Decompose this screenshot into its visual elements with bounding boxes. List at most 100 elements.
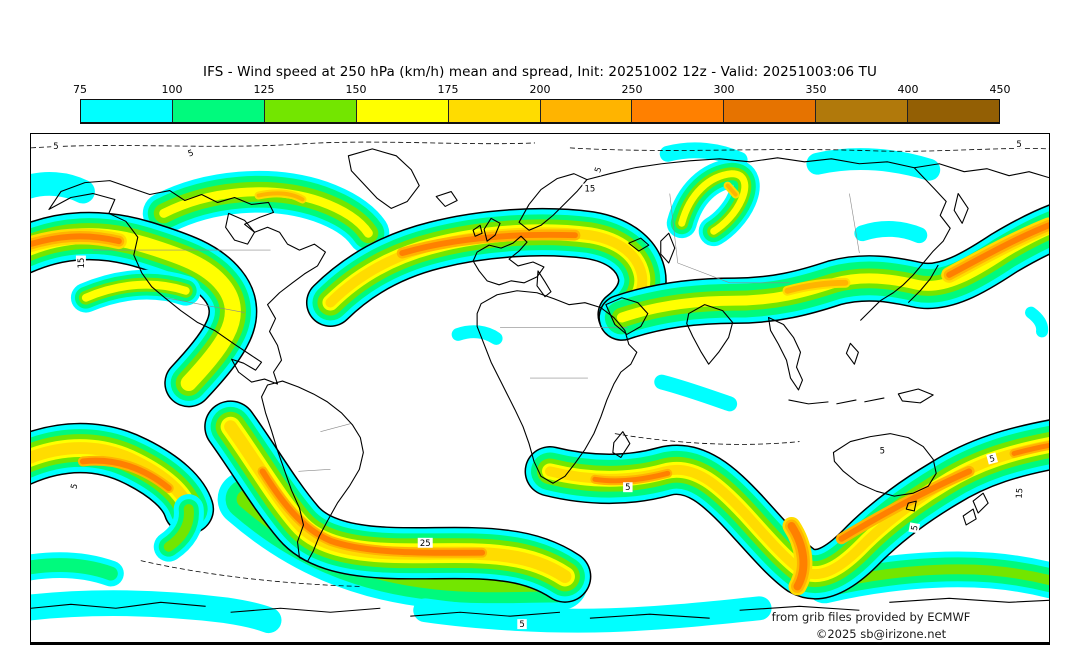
- country-border: [320, 423, 351, 432]
- coastline: [435, 191, 458, 207]
- wind-band-jet-sh-indian-core4: [1011, 442, 1049, 456]
- contour-label: 5: [591, 163, 605, 176]
- coastline: [832, 433, 937, 497]
- colorbar-segment: [81, 100, 173, 122]
- colorbar-tick-label: 300: [713, 83, 735, 96]
- country-border: [298, 469, 331, 472]
- wind-band-cyan-centralasia: [854, 221, 928, 244]
- contour-label-text: 5: [519, 619, 524, 629]
- wind-band-jet-atlantic-core: [399, 231, 578, 257]
- contour-label-box: [1014, 138, 1024, 149]
- coastline: [260, 380, 364, 563]
- contour-label-text: 15: [76, 258, 86, 269]
- colorbar-tick-label: 125: [253, 83, 275, 96]
- coastline: [605, 297, 649, 335]
- coastline: [962, 508, 977, 526]
- wind-band-sh-cyan-bottom-center: [413, 596, 772, 633]
- contour-label: 25: [417, 537, 433, 548]
- contour-label-box: [417, 537, 433, 548]
- coastline: [953, 192, 969, 224]
- contour-label-text: 5: [625, 482, 630, 492]
- wind-band-jet-asia-core1: [784, 279, 849, 294]
- wind-band-jet-sh-central-core: [259, 468, 486, 556]
- contour-label-text: 25: [420, 538, 431, 548]
- contour-label-box: [877, 445, 888, 456]
- coastline: [972, 492, 989, 514]
- wind-band-jet-sh-left-core: [79, 457, 172, 492]
- coastline: [907, 264, 939, 304]
- wind-band-jet-asia-core2: [946, 222, 1049, 278]
- colorbar-tick-label: 450: [989, 83, 1011, 96]
- country-border: [677, 262, 790, 284]
- coastline: [768, 317, 804, 391]
- colorbar-tick-label: 150: [345, 83, 367, 96]
- attribution-source: from grib files provided by ECMWF: [771, 610, 971, 624]
- contour-label: 15: [582, 184, 598, 194]
- contour-label-box: [51, 140, 61, 151]
- colorbar-tick-label: 250: [621, 83, 643, 96]
- contour-label: 5: [623, 482, 633, 493]
- wind-band-jet-scandinavia: [678, 170, 749, 235]
- coastline: [347, 148, 420, 209]
- coastline: [845, 342, 859, 365]
- wind-band-tropic-cyan-2: [654, 374, 738, 412]
- contour-label: 15: [1013, 485, 1025, 502]
- colorbar-segment: [724, 100, 817, 122]
- coastline: [476, 290, 638, 484]
- chart-title: IFS - Wind speed at 250 hPa (km/h) mean …: [203, 64, 877, 80]
- wind-band-tropic-cyan-3: [1025, 306, 1049, 338]
- contour-label: 5: [67, 480, 80, 493]
- contour-label: 5: [517, 619, 527, 630]
- contour-label-text: 15: [585, 184, 596, 194]
- wind-band-jet-sh-indian-core3: [838, 468, 973, 542]
- coastline: [225, 212, 256, 245]
- contour-label-text: 5: [1016, 139, 1021, 149]
- contour-label-box: [986, 452, 998, 465]
- wind-band-jet-sh-left: [31, 442, 195, 515]
- contour-label-box: [75, 255, 86, 271]
- wind-band-sh-green-left-edge: [31, 558, 118, 581]
- colorbar-segment: [264, 100, 357, 122]
- contour-label-box: [1013, 485, 1025, 502]
- contour-label: 5: [184, 146, 197, 160]
- contour-label: 15: [75, 255, 86, 271]
- coastline: [472, 235, 545, 286]
- colorbar-tick-label: 350: [805, 83, 827, 96]
- wind-band-tropic-cyan-1: [451, 325, 503, 345]
- colorbar-segment: [908, 100, 1000, 122]
- colorbar-segment: [632, 100, 725, 122]
- coastline: [472, 224, 483, 237]
- wind-band-jet-na-core: [31, 233, 122, 248]
- contour-label-box: [623, 482, 633, 493]
- colorbar-segment: [172, 100, 265, 122]
- colorbar-segment: [356, 100, 449, 122]
- spread-contour: [140, 560, 361, 587]
- country-border: [849, 193, 860, 254]
- contour-label-box: [517, 619, 527, 630]
- contour-label-box: [908, 522, 921, 534]
- colorbar: 75 100 125 150 175 200 250 300 350 400 450: [73, 83, 1011, 129]
- coastline: [788, 397, 885, 405]
- coastline: [905, 500, 917, 512]
- coastline: [612, 431, 631, 458]
- colorbar-segment: [540, 100, 633, 122]
- colorbar-tick-row: 75 100 125 150 175 200 250 300 350 400 450: [73, 83, 1011, 98]
- contour-label-text: 5: [186, 147, 194, 158]
- wind-band-jet-canada-core: [256, 191, 305, 202]
- contour-label-text: 5: [53, 141, 58, 151]
- attribution-copyright: ©2025 sb@irizone.net: [815, 627, 947, 641]
- colorbar-tick-label: 200: [529, 83, 551, 96]
- contour-label-box: [184, 146, 197, 160]
- world-wind-map: 5 5 5 15 5 15 5 25 5 5 5 5 15 5: [31, 134, 1049, 642]
- wind-band-polar-cyan-1: [31, 172, 95, 204]
- spread-contour: [569, 147, 1049, 152]
- contour-label-text: 5: [909, 524, 920, 531]
- coastline: [586, 157, 951, 321]
- wind-band-jet-scandinavia-core: [725, 183, 738, 197]
- colorbar-tick-label: 400: [897, 83, 919, 96]
- colorbar-tick-label: 100: [161, 83, 183, 96]
- contour-label-box: [591, 163, 605, 176]
- country-border: [669, 193, 679, 264]
- wind-band-jet-sh-indian-core1: [592, 470, 671, 484]
- coastline: [686, 304, 734, 365]
